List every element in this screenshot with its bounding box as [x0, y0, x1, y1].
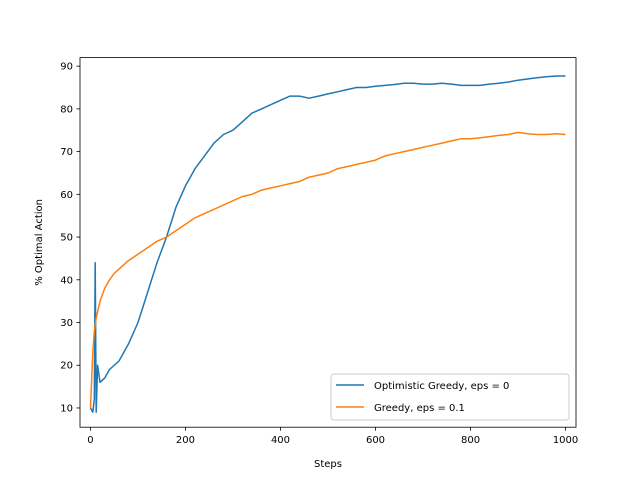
x-tick-label: 400 [271, 435, 290, 446]
y-tick-label: 40 [60, 275, 73, 286]
x-axis-label: Steps [314, 459, 342, 470]
x-axis-ticks: 0 200 400 600 800 1000 [87, 427, 578, 446]
x-tick-label: 200 [176, 435, 195, 446]
x-tick-label: 600 [366, 435, 385, 446]
legend-box [330, 373, 570, 421]
y-tick-label: 20 [60, 361, 73, 372]
y-axis-label: % Optimal Action [34, 199, 45, 286]
y-tick-label: 80 [60, 104, 73, 115]
x-tick-label: 1000 [553, 435, 578, 446]
y-tick-label: 70 [60, 147, 73, 158]
y-tick-label: 10 [60, 403, 73, 414]
y-tick-label: 50 [60, 233, 73, 244]
series-line-1 [89, 131, 566, 409]
y-tick-label: 90 [60, 62, 73, 73]
y-axis-ticks: 10 20 30 40 50 60 70 80 90 [60, 62, 80, 414]
plot-area [89, 75, 566, 413]
x-tick-label: 0 [87, 435, 93, 446]
y-tick-label: 30 [60, 318, 73, 329]
legend-label-greedy: Greedy, eps = 0.1 [374, 403, 465, 414]
series-line-0 [89, 75, 566, 413]
legend: Optimistic Greedy, eps = 0 Greedy, eps =… [330, 373, 570, 421]
y-tick-label: 60 [60, 190, 73, 201]
x-tick-label: 800 [461, 435, 480, 446]
legend-label-optimistic: Optimistic Greedy, eps = 0 [374, 381, 509, 392]
axes-frame [79, 57, 577, 428]
